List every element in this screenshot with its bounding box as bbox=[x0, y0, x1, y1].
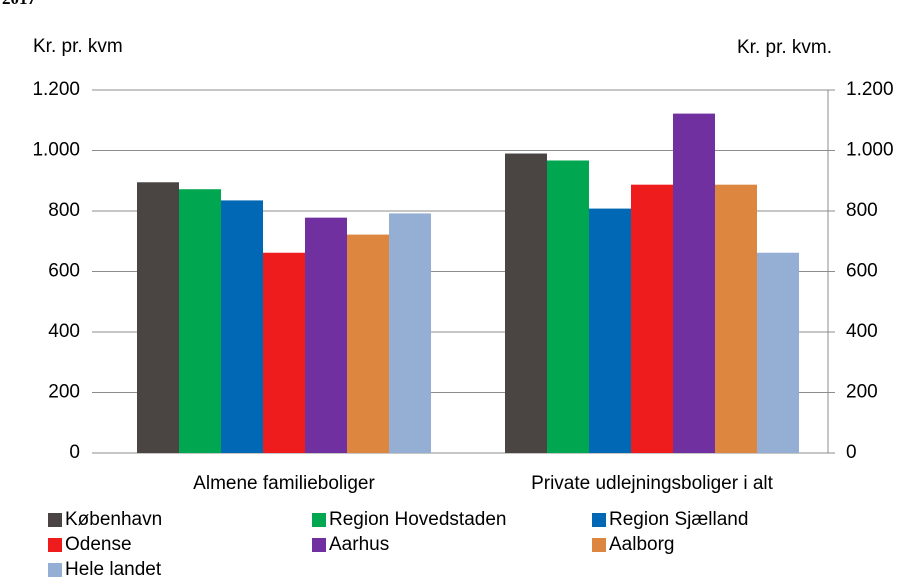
legend-label: København bbox=[65, 509, 162, 530]
bar bbox=[137, 182, 179, 453]
bar bbox=[179, 189, 221, 453]
legend-label: Hele landet bbox=[65, 559, 162, 580]
legend-swatch bbox=[48, 513, 62, 527]
bar bbox=[305, 217, 347, 453]
y2-tick-label: 600 bbox=[846, 261, 878, 282]
y2-tick-label: 200 bbox=[846, 382, 878, 403]
legend-label: Aarhus bbox=[329, 534, 389, 555]
legend-swatch bbox=[592, 538, 606, 552]
bar bbox=[673, 113, 715, 453]
y2-tick-label: 1.000 bbox=[846, 140, 894, 161]
y2-tick-label: 400 bbox=[846, 321, 878, 342]
y-tick-label: 600 bbox=[48, 261, 80, 282]
bar bbox=[221, 200, 263, 453]
legend-swatch bbox=[592, 513, 606, 527]
legend-swatch bbox=[48, 538, 62, 552]
legend-swatch bbox=[312, 538, 326, 552]
bar bbox=[631, 184, 673, 453]
legend-swatch bbox=[312, 513, 326, 527]
legend-label: Odense bbox=[65, 534, 132, 555]
chart-title: 2017 bbox=[2, 0, 37, 8]
y2-tick-label: 0 bbox=[846, 442, 857, 463]
y-axis-label: Kr. pr. kvm bbox=[33, 36, 123, 57]
legend-label: Aalborg bbox=[609, 534, 675, 555]
bar bbox=[589, 208, 631, 453]
x-tick-label: Private udlejningsboliger i alt bbox=[531, 473, 774, 494]
bar bbox=[505, 153, 547, 453]
x-tick-label: Almene familieboliger bbox=[193, 473, 375, 494]
y-tick-label: 800 bbox=[48, 200, 80, 221]
y-tick-label: 1.000 bbox=[32, 140, 80, 161]
y-tick-label: 1.200 bbox=[32, 79, 80, 100]
bar bbox=[347, 234, 389, 453]
y-tick-label: 400 bbox=[48, 321, 80, 342]
y2-tick-label: 800 bbox=[846, 200, 878, 221]
bar bbox=[757, 252, 799, 453]
y-tick-label: 0 bbox=[69, 442, 80, 463]
y-tick-label: 200 bbox=[48, 382, 80, 403]
bar bbox=[715, 184, 757, 453]
y2-tick-label: 1.200 bbox=[846, 79, 894, 100]
bar bbox=[389, 213, 431, 453]
legend-swatch bbox=[48, 563, 62, 577]
legend-label: Region Hovedstaden bbox=[329, 509, 506, 530]
bar bbox=[547, 160, 589, 454]
y2-axis-label: Kr. pr. kvm. bbox=[737, 37, 832, 58]
legend-label: Region Sjælland bbox=[609, 509, 748, 530]
bar bbox=[263, 252, 305, 453]
